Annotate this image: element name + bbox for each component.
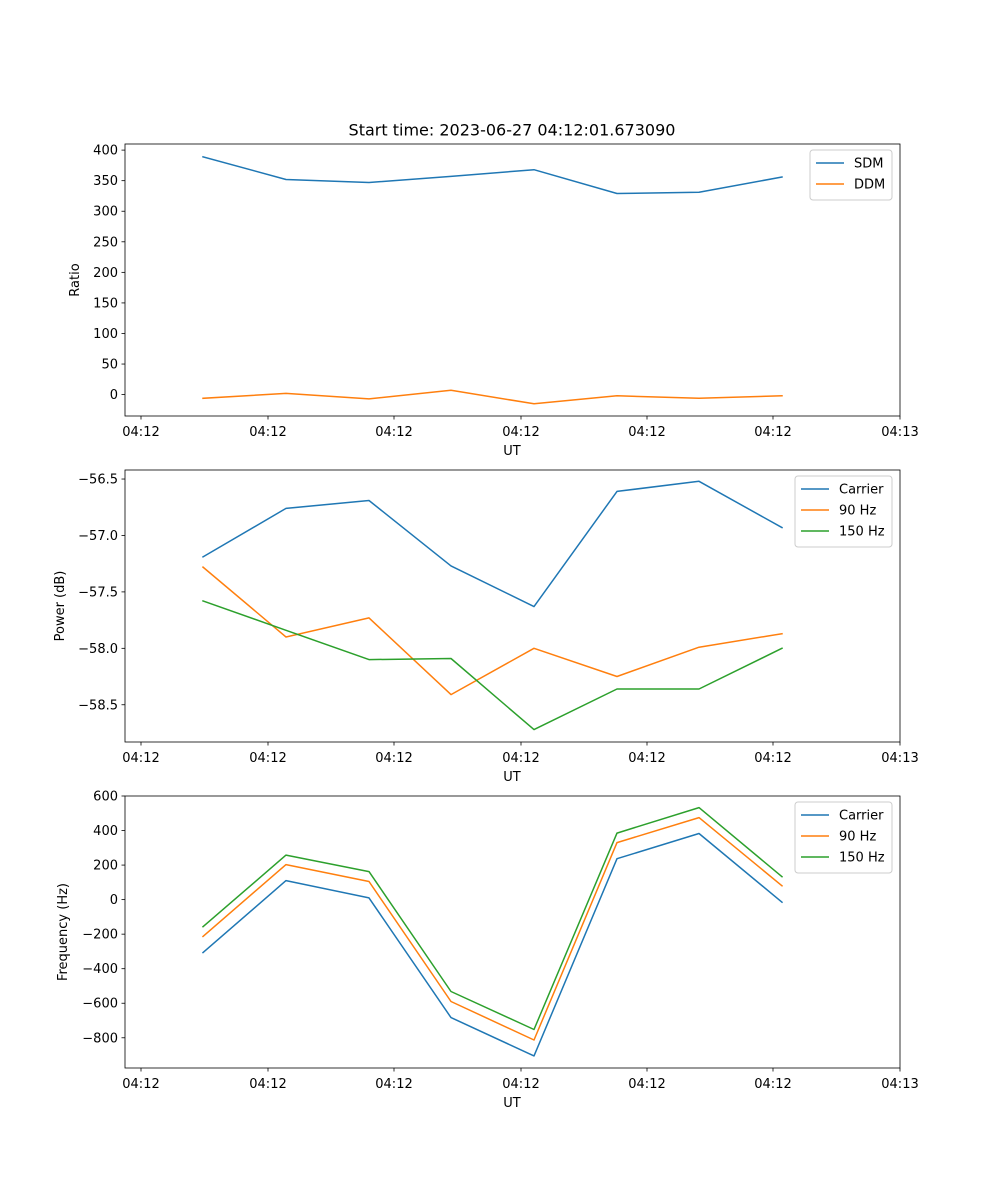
chart3-axes-frame	[124, 795, 901, 1069]
chart3-x-tick-label: 04:12	[122, 1077, 159, 1092]
chart3-legend-box	[794, 801, 893, 874]
chart3-series-line-1	[201, 832, 784, 1057]
chart2-legend-label-1: Carrier	[839, 483, 884, 498]
chart3-legend-label-1: Carrier	[839, 809, 884, 824]
chart1-y-axis-label: Ratio	[68, 263, 83, 296]
chart1-series-line-2	[202, 389, 783, 405]
chart3-y-tick-label: 200	[93, 859, 118, 874]
chart2-series-line-3	[202, 599, 784, 731]
chart3-y-tick-label: 0	[110, 893, 118, 908]
chart3-y-axis-label: Frequency (Hz)	[56, 883, 71, 981]
chart2-x-tick-label: 04:12	[628, 751, 665, 766]
chart1-x-tick-label: 04:12	[628, 425, 665, 440]
chart2-x-tick-label: 04:12	[249, 751, 286, 766]
chart1-legend-label-2: DDM	[854, 178, 885, 193]
chart2-x-tick-label: 04:13	[881, 751, 918, 766]
chart1-x-tick-label: 04:13	[881, 425, 918, 440]
chart3-y-tick-label: −600	[82, 997, 118, 1012]
chart3-x-tick-label: 04:12	[628, 1077, 665, 1092]
chart3-series-line-2	[201, 816, 784, 1041]
chart1-axes-frame	[124, 143, 901, 417]
chart1-legend-label-1: SDM	[854, 157, 883, 172]
chart2-x-axis-label: UT	[503, 770, 521, 785]
chart1-y-tick-label: 300	[93, 205, 118, 220]
chart3-legend-label-3: 150 Hz	[839, 851, 885, 866]
chart1-y-tick-label: 150	[93, 296, 118, 311]
chart2-x-tick-label: 04:12	[502, 751, 539, 766]
chart1-y-tick-label: 100	[93, 327, 118, 342]
chart1-y-tick-label: 400	[93, 144, 118, 159]
chart1-y-tick-label: 200	[93, 266, 118, 281]
chart2-x-tick-label: 04:12	[375, 751, 412, 766]
chart2-series-line-2	[201, 566, 783, 696]
chart3-x-tick-label: 04:12	[754, 1077, 791, 1092]
chart3-y-tick-label: −200	[82, 928, 118, 943]
chart1-x-tick-label: 04:12	[754, 425, 791, 440]
chart3-x-tick-label: 04:12	[249, 1077, 286, 1092]
chart3-y-tick-label: −800	[82, 1031, 118, 1046]
chart1-x-tick-label: 04:12	[249, 425, 286, 440]
chart3-series-line-3	[201, 806, 784, 1031]
chart1-y-tick-label: 0	[110, 388, 118, 403]
figure-title: Start time: 2023-06-27 04:12:01.673090	[349, 121, 676, 140]
chart1-y-tick-label: 250	[93, 235, 118, 250]
chart1-y-tick-label: 350	[93, 174, 118, 189]
chart1-x-tick-label: 04:12	[375, 425, 412, 440]
chart3-y-tick-label: −400	[82, 962, 118, 977]
chart2-x-tick-label: 04:12	[754, 751, 791, 766]
chart2-legend-label-2: 90 Hz	[839, 504, 876, 519]
chart2-legend-box	[794, 475, 893, 548]
chart2-y-tick-label: −56.5	[78, 473, 118, 488]
chart2-y-tick-label: −57.5	[78, 585, 118, 600]
chart3-x-tick-label: 04:12	[502, 1077, 539, 1092]
chart2-y-tick-label: −58.0	[78, 642, 118, 657]
chart1-y-tick-label: 50	[101, 358, 118, 373]
chart1-x-tick-label: 04:12	[122, 425, 159, 440]
chart2-y-tick-label: −57.0	[78, 529, 118, 544]
chart3-legend-label-2: 90 Hz	[839, 830, 876, 845]
chart3-y-tick-label: 600	[93, 790, 118, 805]
chart2-x-tick-label: 04:12	[122, 751, 159, 766]
chart1-x-axis-label: UT	[503, 444, 521, 459]
chart1-x-tick-label: 04:12	[502, 425, 539, 440]
chart3-x-tick-label: 04:13	[881, 1077, 918, 1092]
chart3-x-axis-label: UT	[503, 1096, 521, 1111]
chart2-legend-label-3: 150 Hz	[839, 525, 885, 540]
chart2-y-tick-label: −58.5	[78, 698, 118, 713]
chart3-y-tick-label: 400	[93, 824, 118, 839]
chart1-series-line-1	[202, 155, 783, 195]
chart2-y-axis-label: Power (dB)	[53, 571, 68, 642]
chart3-x-tick-label: 04:12	[375, 1077, 412, 1092]
chart2-series-line-1	[201, 480, 784, 608]
chart2-axes-frame	[124, 469, 901, 743]
